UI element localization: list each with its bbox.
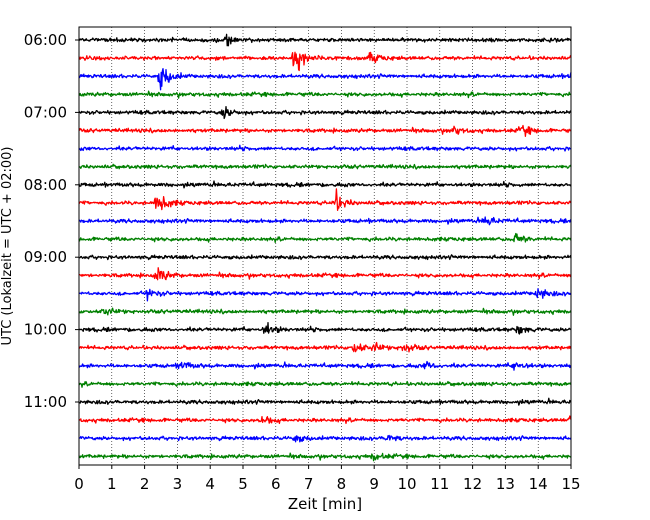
minute-grid [111, 27, 539, 465]
trace-1030 [78, 360, 572, 371]
trace-group [78, 33, 572, 462]
trace-0900 [78, 254, 572, 261]
x-axis-ticks: 0 1 2 3 4 5 6 7 8 9 10 11 12 13 14 15 [74, 465, 581, 493]
trace-0615 [78, 51, 572, 72]
x-tick-label-5: 5 [238, 475, 248, 493]
x-tick-label-6: 6 [271, 475, 281, 493]
x-tick-label-15: 15 [561, 475, 580, 493]
x-tick-label-11: 11 [430, 475, 449, 493]
trace-0845 [78, 232, 572, 244]
trace-0700 [78, 106, 572, 120]
y-tick-label-1000: 10:00 [24, 321, 67, 339]
trace-0600 [78, 33, 572, 47]
y-tick-label-1100: 11:00 [24, 393, 67, 411]
trace-1000 [78, 322, 572, 335]
x-tick-label-14: 14 [529, 475, 548, 493]
x-tick-label-9: 9 [369, 475, 379, 493]
x-tick-label-7: 7 [304, 475, 314, 493]
x-tick-label-1: 1 [107, 475, 117, 493]
trace-0930 [78, 288, 572, 302]
trace-1100 [78, 397, 572, 406]
y-tick-label-0800: 08:00 [24, 176, 67, 194]
trace-0745 [78, 163, 572, 170]
x-tick-label-2: 2 [140, 475, 150, 493]
y-tick-label-0900: 09:00 [24, 248, 67, 266]
x-tick-label-8: 8 [337, 475, 347, 493]
x-tick-label-13: 13 [496, 475, 515, 493]
trace-0830 [78, 216, 572, 226]
x-tick-label-10: 10 [397, 475, 416, 493]
x-tick-label-0: 0 [74, 475, 84, 493]
trace-1115 [78, 415, 572, 425]
x-tick-label-4: 4 [205, 475, 215, 493]
trace-0715 [78, 124, 572, 137]
trace-0945 [78, 307, 572, 316]
y-axis-label: UTC (Lokalzeit = UTC + 02:00) [0, 147, 15, 346]
trace-0915 [78, 267, 572, 281]
x-tick-label-12: 12 [463, 475, 482, 493]
y-axis-ticks: 06:00 07:00 08:00 09:00 10:00 11:00 [24, 31, 79, 411]
trace-0815 [78, 188, 572, 211]
trace-0630 [78, 68, 572, 91]
trace-1015 [78, 341, 572, 353]
y-tick-label-0700: 07:00 [24, 103, 67, 121]
trace-0800 [78, 180, 572, 189]
trace-0730 [78, 144, 572, 152]
trace-1130 [78, 434, 572, 443]
trace-0645 [78, 90, 572, 99]
plot-frame [78, 26, 572, 466]
x-axis-label: Zeit [min] [288, 495, 362, 513]
trace-1145 [78, 452, 572, 462]
x-tick-label-3: 3 [173, 475, 183, 493]
y-tick-label-0600: 06:00 [24, 31, 67, 49]
trace-1045 [78, 380, 572, 388]
